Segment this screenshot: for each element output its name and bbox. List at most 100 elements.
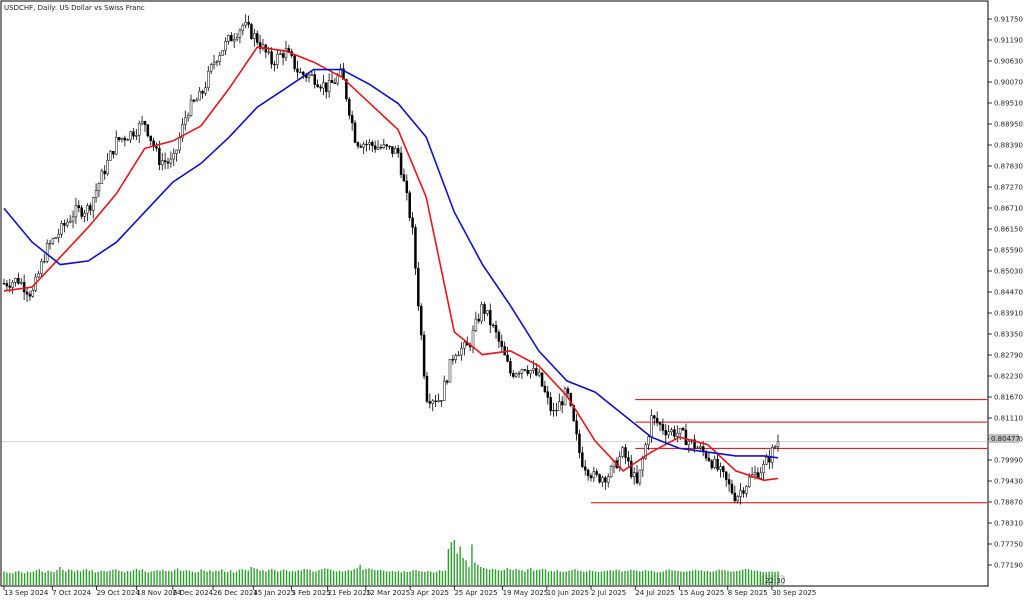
candle-body [109, 150, 112, 161]
y-tick-label: 0.91750 [994, 16, 1023, 24]
candle-body [417, 268, 420, 307]
candle-body [647, 436, 650, 446]
x-tick-label: 3 Apr 2025 [410, 589, 449, 597]
candle-body [773, 446, 777, 448]
volume-bar [453, 540, 455, 585]
volume-bar [441, 571, 444, 585]
volume-bar [276, 571, 279, 585]
candle-body [129, 131, 132, 140]
candle-body [319, 86, 322, 89]
price-tag: 0.80477 [989, 434, 1020, 443]
x-tick-label: 24 Jul 2025 [635, 589, 675, 597]
volume-bar [279, 570, 282, 585]
volume-bar [262, 570, 264, 585]
volume-bar [271, 568, 273, 585]
candle-body [486, 310, 489, 314]
candle-body [325, 82, 328, 92]
candle-body [8, 285, 12, 288]
volume-bar [215, 570, 217, 585]
candle-body [382, 144, 386, 148]
volume-bar [494, 569, 497, 585]
candle-body [60, 222, 63, 235]
volume-bar [165, 571, 167, 585]
y-tick-label: 0.82790 [994, 352, 1023, 360]
volume-bar [424, 571, 426, 585]
volume-bar [168, 571, 170, 585]
candle-body [143, 121, 147, 125]
volume-bar [350, 570, 352, 585]
candle-body [644, 444, 647, 459]
candle-body [215, 61, 219, 63]
candle-body [664, 430, 668, 436]
candle-body [68, 220, 72, 223]
candle-body [45, 243, 49, 262]
candle-body [385, 144, 388, 147]
candle-body [630, 460, 633, 477]
volume-bar [515, 568, 517, 585]
slow-moving-average-line [3, 68, 779, 459]
volume-bar [744, 568, 747, 585]
volume-bar [241, 569, 244, 585]
volume-bar [715, 570, 717, 585]
volume-bars [3, 540, 779, 585]
volume-bar [147, 572, 149, 585]
volume-bar [35, 570, 38, 585]
candle-body [526, 369, 529, 374]
volume-bar [79, 571, 82, 585]
plot-area[interactable] [0, 0, 989, 587]
volume-bar [362, 569, 364, 585]
candle-body [172, 153, 176, 160]
volume-bar [88, 570, 91, 585]
volume-bar [159, 570, 161, 585]
candle-body [48, 242, 52, 245]
candle-body [696, 447, 699, 449]
candle-body [227, 35, 230, 42]
volume-bar [465, 560, 467, 585]
candle-body [535, 368, 538, 376]
candle-body [454, 355, 457, 360]
x-tick-label: 6 Dec 2024 [173, 589, 214, 597]
volume-bar [15, 571, 17, 585]
candle-body [362, 143, 365, 148]
volume-bar [247, 570, 249, 585]
volume-bar [739, 570, 741, 585]
x-tick-label: 25 Apr 2025 [454, 589, 497, 597]
volume-bar [400, 572, 403, 585]
y-tick-label: 0.83350 [994, 331, 1023, 339]
volume-bar [671, 570, 673, 585]
volume-bar [150, 571, 152, 585]
volume-bar [597, 571, 600, 585]
volume-bar [403, 571, 405, 585]
candle-body [609, 466, 613, 477]
volume-bar [777, 571, 779, 585]
y-tick-label: 0.90070 [994, 79, 1023, 87]
candle-body [359, 145, 363, 148]
candle-body [546, 391, 550, 398]
volume-bar [594, 571, 597, 585]
candle-body [408, 192, 411, 219]
candle-body [235, 37, 239, 40]
candle-body [207, 70, 210, 88]
volume-bar [297, 570, 299, 585]
volume-bar [630, 569, 632, 585]
candle-body [431, 400, 434, 404]
y-tick-label: 0.87270 [994, 184, 1023, 192]
candles[interactable] [2, 14, 780, 505]
volume-bar [185, 570, 188, 585]
x-tick-label: 2 Jul 2025 [591, 589, 626, 597]
volume-bar [612, 570, 614, 585]
volume-bar [126, 571, 129, 585]
candle-body [719, 466, 722, 470]
volume-bar [112, 569, 114, 585]
candle-body [313, 74, 317, 85]
volume-bar [135, 568, 138, 585]
volume-bar [303, 568, 305, 585]
volume-bar [659, 571, 661, 585]
candle-body [40, 261, 43, 274]
volume-bar [753, 570, 756, 585]
volume-bar [674, 570, 676, 585]
volume-bar [321, 569, 323, 585]
volume-bar [12, 573, 14, 585]
candle-body [489, 310, 492, 326]
